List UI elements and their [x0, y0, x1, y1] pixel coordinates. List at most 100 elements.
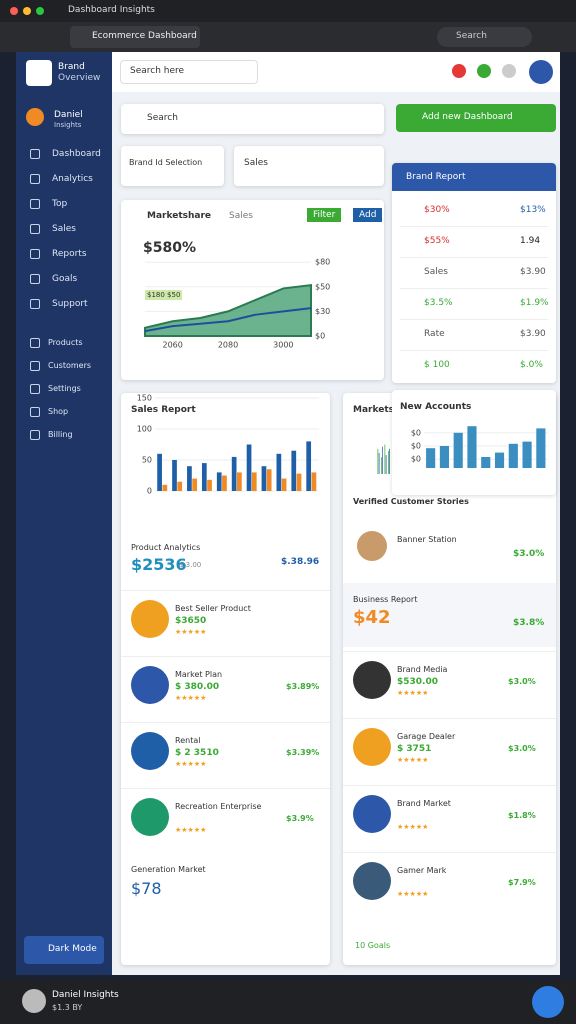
item-name: Best Seller Product: [175, 604, 251, 613]
nav-item: Goals: [52, 274, 78, 284]
user: Daniel: [54, 110, 83, 120]
nav-item: Reports: [52, 249, 87, 259]
item-price: $530.00: [397, 677, 438, 687]
item-name: Garage Dealer: [397, 732, 456, 741]
bar: [276, 453, 282, 491]
divider: [400, 226, 548, 227]
divider: [400, 288, 548, 289]
x-tick-label: 2060: [162, 341, 182, 350]
tab-title[interactable]: Dashboard Insights: [68, 5, 155, 15]
footer-value: $78: [131, 879, 162, 898]
bar: [246, 444, 252, 491]
item-price: $ 2 3510: [175, 748, 219, 758]
bar: [481, 457, 491, 468]
chart-subtitle: Sales: [229, 211, 253, 221]
search-box[interactable]: Search: [121, 104, 384, 134]
bar: [187, 466, 192, 491]
bar: [378, 453, 380, 474]
item-icon: [131, 732, 169, 770]
item-change: $1.8%: [508, 811, 536, 820]
address[interactable]: Ecommerce Dashboard: [92, 31, 197, 41]
item-price: $ 3751: [397, 744, 432, 754]
summary-value: $42: [353, 607, 391, 628]
divider: [121, 656, 330, 657]
bar: [192, 478, 197, 491]
bar: [467, 426, 477, 468]
stars: ★★★★★: [397, 689, 429, 697]
story-name: Banner Station: [397, 535, 457, 544]
bar: [222, 475, 227, 491]
filter-text: Brand Id Selection: [129, 158, 203, 167]
summary-label: Product Analytics: [131, 543, 201, 552]
bar: [291, 450, 297, 491]
nav-icon: [30, 407, 40, 417]
divider: [121, 788, 330, 789]
add-button[interactable]: Add new Dashboard: [396, 104, 556, 132]
bar: [261, 466, 267, 491]
add-chart-button[interactable]: Add: [353, 208, 383, 222]
header-search[interactable]: Search here: [130, 66, 185, 76]
chart: $0 $0 $0: [411, 426, 548, 468]
bar: [381, 457, 382, 474]
filter-button[interactable]: Filter: [307, 208, 342, 222]
y-tick-label: $0: [411, 442, 421, 451]
bar: [172, 460, 177, 491]
nav-item: Customers: [48, 361, 92, 370]
nav-icon: [30, 338, 40, 348]
right-footer: 10 Goals: [355, 941, 391, 950]
divider: [400, 257, 548, 258]
item-change: $7.9%: [508, 878, 536, 887]
address-bar: Ecommerce Dashboard Search: [0, 22, 576, 52]
item-price: $3650: [175, 616, 207, 626]
stars: ★★★★★: [175, 694, 207, 702]
y-tick-label: 50: [142, 456, 152, 465]
panel-cell: $ 100: [424, 360, 450, 370]
user-sub: Insights: [54, 121, 82, 129]
panel-cell: Rate: [424, 329, 445, 339]
bar: [311, 472, 317, 491]
header: Search here: [112, 52, 560, 92]
footer-name: Daniel Insights: [52, 990, 119, 1000]
bar: [439, 446, 449, 468]
summary-bg: [343, 583, 556, 647]
stories-title: Verified Customer Stories: [353, 497, 469, 506]
nav-icon: [30, 384, 40, 394]
bar: [266, 469, 272, 491]
nav-item: Analytics: [52, 174, 93, 184]
bar: [382, 446, 383, 474]
filter2[interactable]: Sales: [234, 146, 384, 186]
nav-item: Shop: [48, 407, 69, 416]
panel-cell: Sales: [424, 267, 448, 277]
item-icon: [353, 795, 391, 833]
stars: ★★★★★: [175, 628, 207, 636]
bar: [231, 456, 237, 491]
nav-item: Sales: [52, 224, 76, 234]
left-column: Sales Report 0 50 100 150 Product Analytics $…: [121, 393, 330, 965]
stars: ★★★★★: [397, 756, 429, 764]
chart-title: Marketshare: [353, 405, 417, 415]
nav-icon: [30, 274, 40, 284]
nav-item: Support: [52, 299, 88, 309]
bar: [388, 450, 389, 474]
item-icon: [131, 666, 169, 704]
bar: [426, 448, 436, 468]
nav-item: Products: [48, 338, 83, 347]
divider: [343, 651, 556, 652]
panel-title: Brand Report: [406, 172, 466, 182]
bar: [377, 448, 379, 474]
browser-search[interactable]: Search: [456, 31, 487, 41]
filter[interactable]: Brand Id Selection: [121, 146, 224, 186]
brand: Brand: [58, 62, 85, 72]
x-tick-label: 2080: [218, 341, 238, 350]
bar: [216, 472, 222, 491]
item-icon: [131, 600, 169, 638]
y-tick-label: 100: [137, 425, 152, 434]
item-name: Brand Media: [397, 665, 448, 674]
chart: 0 50 100 150: [137, 394, 319, 496]
chart-title: New Accounts: [400, 402, 472, 412]
nav-icon: [30, 149, 40, 159]
dark-mode[interactable]: Dark Mode: [48, 944, 97, 954]
panel-cell: $3.90: [520, 329, 546, 339]
taskbar: Daniel Insights $1.3 BY: [0, 980, 576, 1024]
story-avatar: [357, 531, 387, 561]
